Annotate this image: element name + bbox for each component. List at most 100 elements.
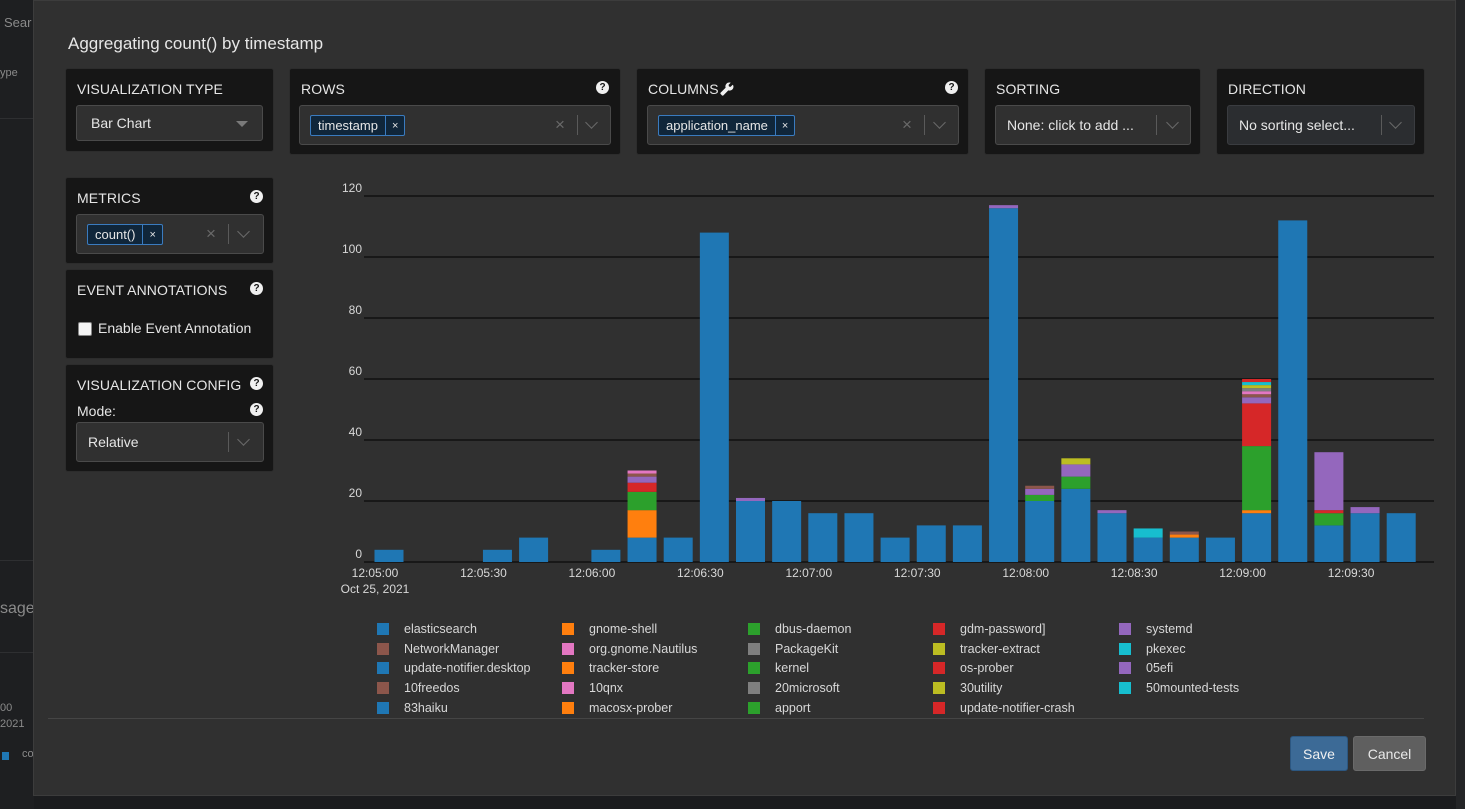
legend-item[interactable]: dbus-daemon (748, 621, 851, 637)
legend-swatch (933, 682, 945, 695)
x-tick-sublabel: Oct 25, 2021 (341, 582, 410, 596)
legend-label: tracker-extract (960, 641, 1040, 656)
legend-item[interactable]: 50mounted-tests (1119, 680, 1239, 696)
legend-item[interactable]: update-notifier.desktop (377, 660, 530, 676)
direction-chevron-down-icon[interactable] (1389, 116, 1402, 129)
legend-item[interactable]: org.gnome.Nautilus (562, 641, 697, 657)
mode-select[interactable]: Relative (76, 422, 264, 462)
legend-item[interactable]: 10qnx (562, 680, 623, 696)
legend-swatch (933, 623, 945, 635)
legend-swatch (1119, 642, 1131, 655)
columns-label: COLUMNS (648, 81, 734, 97)
legend-item[interactable]: tracker-store (562, 660, 659, 676)
legend-swatch (562, 662, 574, 675)
legend-item[interactable]: 83haiku (377, 700, 448, 716)
enable-event-annotation-label[interactable]: Enable Event Annotation (98, 320, 252, 336)
caret-down-icon (236, 121, 248, 127)
bar-segment (1169, 534, 1199, 538)
legend-item[interactable]: gdm-password] (933, 621, 1045, 637)
legend-label: update-notifier.desktop (404, 661, 531, 676)
legend-swatch (562, 682, 574, 695)
bar-segment (1242, 397, 1272, 404)
bar-segment (627, 482, 657, 492)
bar-segment (699, 232, 729, 562)
rows-tag-remove-icon[interactable]: × (384, 116, 404, 135)
rows-select[interactable]: timestamp × × (299, 105, 611, 145)
visualization-type-select[interactable]: Bar Chart (76, 105, 263, 141)
legend-swatch (377, 623, 389, 635)
background-app (0, 0, 34, 809)
save-button[interactable]: Save (1290, 736, 1348, 771)
columns-help-icon[interactable]: ? (945, 81, 958, 94)
bar-segment (1061, 488, 1091, 562)
bar-segment (1025, 488, 1055, 495)
visualization-config-help-icon[interactable]: ? (250, 377, 263, 390)
columns-label-text: COLUMNS (648, 81, 719, 97)
columns-clear-icon[interactable]: × (902, 115, 912, 134)
x-tick-label: 12:07:30 (894, 566, 941, 580)
legend-item[interactable]: gnome-shell (562, 621, 657, 637)
legend-item[interactable]: tracker-extract (933, 641, 1040, 657)
sorting-select[interactable]: None: click to add ... (995, 105, 1191, 145)
rows-clear-icon[interactable]: × (555, 115, 565, 134)
rows-tag: timestamp × (310, 115, 406, 136)
legend-item[interactable]: PackageKit (748, 641, 838, 657)
legend-item[interactable]: 20microsoft (748, 680, 840, 696)
x-tick-label: 12:07:00 (785, 566, 832, 580)
legend-swatch (562, 623, 574, 635)
cancel-button[interactable]: Cancel (1353, 736, 1426, 771)
metrics-select[interactable]: count() × × (76, 214, 264, 254)
metrics-help-icon[interactable]: ? (250, 190, 263, 203)
legend-item[interactable]: elasticsearch (377, 621, 477, 637)
bar-segment (1242, 446, 1272, 511)
metrics-chevron-down-icon[interactable] (237, 225, 250, 238)
legend-label: PackageKit (775, 641, 839, 656)
bar-segment (736, 501, 765, 562)
legend-item[interactable]: pkexec (1119, 641, 1186, 657)
background-type-fragment: ype (0, 67, 18, 79)
enable-event-annotation-checkbox[interactable] (78, 322, 92, 336)
bar-segment (627, 476, 657, 483)
legend-item[interactable]: 05efi (1119, 660, 1173, 676)
background-divider (0, 652, 34, 653)
columns-select[interactable]: application_name × × (647, 105, 959, 145)
bar-segment (1025, 485, 1055, 489)
legend-item[interactable]: kernel (748, 660, 809, 676)
legend-item[interactable]: NetworkManager (377, 641, 499, 657)
legend-item[interactable]: apport (748, 700, 810, 716)
legend-item[interactable]: os-prober (933, 660, 1014, 676)
rows-chevron-down-icon[interactable] (585, 116, 598, 129)
direction-label: DIRECTION (1228, 81, 1306, 97)
direction-select[interactable]: No sorting select... (1227, 105, 1415, 145)
legend-item[interactable]: 30utility (933, 680, 1002, 696)
metrics-clear-icon[interactable]: × (206, 224, 216, 243)
legend-label: gnome-shell (589, 622, 658, 636)
mode-help-icon[interactable]: ? (250, 403, 263, 416)
bar-segment (1061, 464, 1091, 477)
visualization-type-label: VISUALIZATION TYPE (77, 81, 223, 97)
columns-tag-remove-icon[interactable]: × (774, 116, 794, 135)
bar-segment (1205, 537, 1235, 562)
y-tick-label: 20 (349, 486, 363, 500)
bar-segment (374, 549, 404, 562)
background-time-fragment: 00 (0, 702, 13, 714)
columns-chevron-down-icon[interactable] (933, 116, 946, 129)
sorting-chevron-down-icon[interactable] (1166, 116, 1179, 129)
bar-segment (519, 537, 549, 562)
legend-swatch (748, 701, 760, 714)
legend-swatch (933, 701, 945, 714)
x-tick-label: 12:09:30 (1328, 566, 1375, 580)
legend-item[interactable]: 10freedos (377, 680, 460, 696)
y-tick-label: 40 (349, 425, 363, 439)
rows-help-icon[interactable]: ? (596, 81, 609, 94)
legend-item[interactable]: update-notifier-crash (933, 700, 1075, 716)
event-annotations-help-icon[interactable]: ? (250, 282, 263, 295)
legend-swatch (748, 682, 760, 695)
bar-segment (1242, 403, 1272, 447)
legend-item[interactable]: macosx-prober (562, 700, 672, 716)
wrench-icon[interactable] (720, 82, 734, 96)
legend-item[interactable]: systemd (1119, 621, 1193, 637)
visualization-config-label: VISUALIZATION CONFIG (77, 377, 242, 393)
metrics-tag-remove-icon[interactable]: × (142, 225, 161, 244)
mode-chevron-down-icon[interactable] (237, 433, 250, 446)
